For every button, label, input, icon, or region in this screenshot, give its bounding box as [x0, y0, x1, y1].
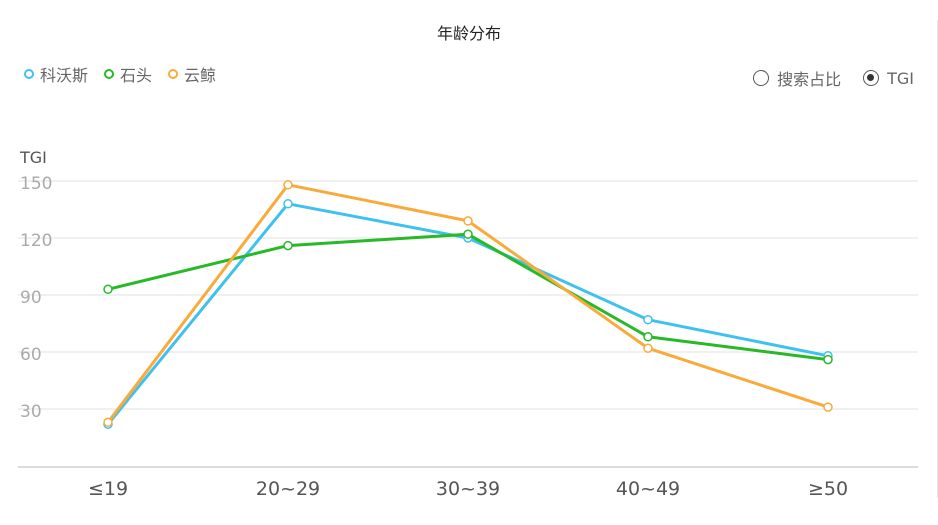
data-point[interactable]: [103, 417, 113, 428]
series-line: [103, 180, 833, 428]
y-tick-label: 150: [20, 174, 52, 194]
radio-label: 搜索占比: [777, 70, 842, 89]
legend-label: 石头: [120, 66, 153, 85]
chart-title: 年龄分布: [436, 24, 501, 43]
y-tick-label: 90: [20, 288, 42, 308]
y-tick-label: 120: [20, 231, 52, 251]
data-point[interactable]: [283, 199, 293, 209]
legend-item-shitou[interactable]: 石头: [104, 62, 152, 86]
data-point[interactable]: [643, 314, 653, 325]
y-axis-label: TGI: [19, 148, 47, 167]
metric-toggle: 搜索占比 TGI: [753, 66, 914, 90]
data-point[interactable]: [823, 402, 833, 412]
radio-label: TGI: [887, 68, 914, 88]
x-tick-label: 20~29: [256, 478, 320, 500]
data-point[interactable]: [103, 284, 113, 295]
y-tick-label: 60: [20, 345, 42, 365]
data-point[interactable]: [643, 343, 653, 353]
data-point[interactable]: [463, 216, 473, 226]
x-tick-label: 40~49: [616, 478, 680, 500]
radio-search-share[interactable]: 搜索占比: [753, 66, 841, 90]
legend-item-yunjing[interactable]: 云鲸: [168, 62, 216, 86]
data-point[interactable]: [283, 240, 293, 251]
data-point[interactable]: [283, 180, 293, 190]
y-tick-label: 30: [20, 402, 42, 422]
series-line: [103, 229, 833, 365]
legend-item-kewosi[interactable]: 科沃斯: [24, 62, 88, 86]
radio-tgi[interactable]: TGI: [863, 66, 914, 90]
legend: 科沃斯 石头 云鲸: [24, 62, 216, 86]
circle-icon: [168, 69, 179, 79]
data-point[interactable]: [823, 354, 833, 365]
radio-unchecked-icon: [753, 70, 770, 86]
x-tick-label: 30~39: [436, 478, 500, 500]
circle-icon: [104, 69, 115, 79]
data-point[interactable]: [643, 332, 653, 342]
x-tick-label: ≤19: [88, 478, 128, 500]
data-point[interactable]: [463, 229, 473, 239]
x-tick-label: ≥50: [808, 478, 848, 500]
radio-checked-icon: [863, 70, 880, 86]
circle-icon: [24, 69, 34, 79]
legend-label: 云鲸: [184, 66, 217, 85]
legend-label: 科沃斯: [40, 66, 89, 85]
